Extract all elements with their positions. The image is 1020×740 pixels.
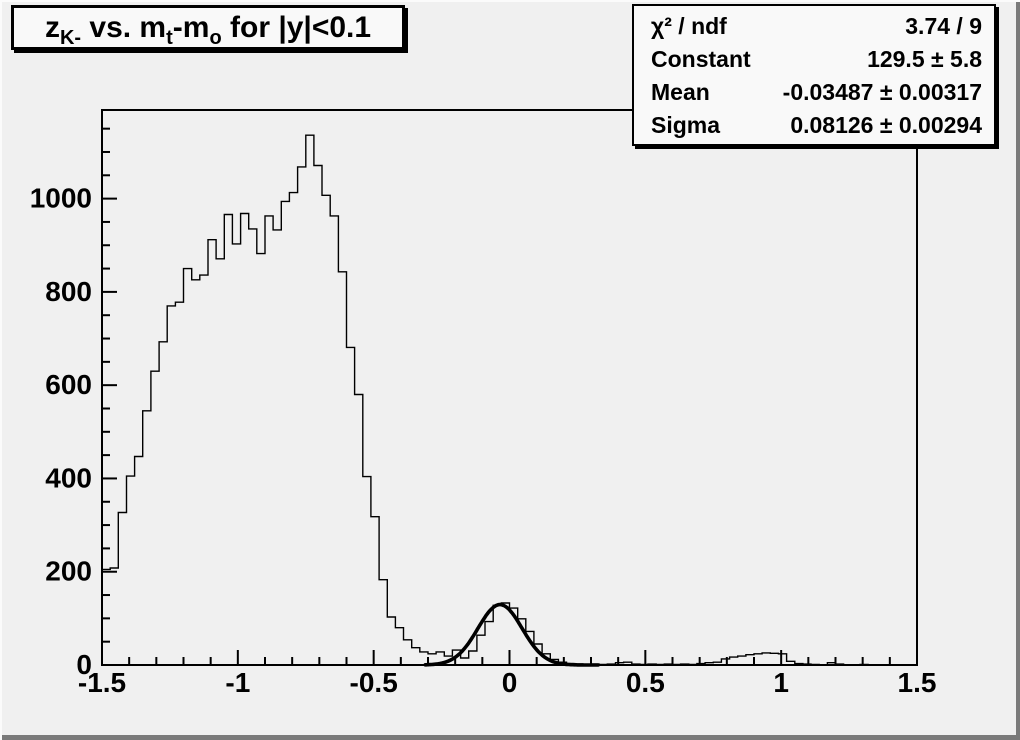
plot-title: zK- vs. mt-mo for |y|<0.1 bbox=[44, 10, 372, 49]
stats-row-mean: Mean -0.03487 ± 0.00317 bbox=[634, 76, 994, 108]
x-axis-label: 0.5 bbox=[626, 667, 665, 698]
y-axis-label: 1000 bbox=[30, 183, 92, 214]
histogram-outline bbox=[101, 134, 917, 666]
plot-frame bbox=[101, 109, 918, 666]
x-axis-label: -1 bbox=[225, 667, 250, 698]
stats-row-constant: Constant 129.5 ± 5.8 bbox=[634, 43, 994, 75]
stats-label: Mean bbox=[651, 78, 710, 105]
stats-row-chi2: χ² / ndf 3.74 / 9 bbox=[634, 10, 994, 42]
stats-value: 129.5 ± 5.8 bbox=[867, 45, 982, 72]
stats-label: Constant bbox=[651, 45, 751, 72]
stats-value: 0.08126 ± 0.00294 bbox=[790, 111, 982, 138]
x-axis-label: 1 bbox=[773, 667, 789, 698]
stats-label: Sigma bbox=[651, 111, 721, 138]
y-axis-label: 800 bbox=[45, 276, 92, 307]
stats-box: χ² / ndf 3.74 / 9 Constant 129.5 ± 5.8 M… bbox=[632, 4, 996, 146]
stats-label: χ² / ndf bbox=[651, 12, 727, 39]
x-axis-label: -0.5 bbox=[350, 667, 398, 698]
stats-row-sigma: Sigma 0.08126 ± 0.00294 bbox=[634, 109, 994, 141]
y-axis-label: 0 bbox=[76, 649, 92, 680]
stats-value: 3.74 / 9 bbox=[905, 12, 982, 39]
y-axis-label: 200 bbox=[45, 556, 92, 587]
y-axis-label: 400 bbox=[45, 462, 92, 493]
x-axis-label: -1.5 bbox=[78, 667, 126, 698]
x-axis-label: 0 bbox=[502, 667, 518, 698]
title-box: zK- vs. mt-mo for |y|<0.1 bbox=[11, 5, 405, 50]
y-axis-label: 600 bbox=[45, 369, 92, 400]
stats-value: -0.03487 ± 0.00317 bbox=[782, 78, 982, 105]
x-axis-label: 1.5 bbox=[898, 667, 937, 698]
